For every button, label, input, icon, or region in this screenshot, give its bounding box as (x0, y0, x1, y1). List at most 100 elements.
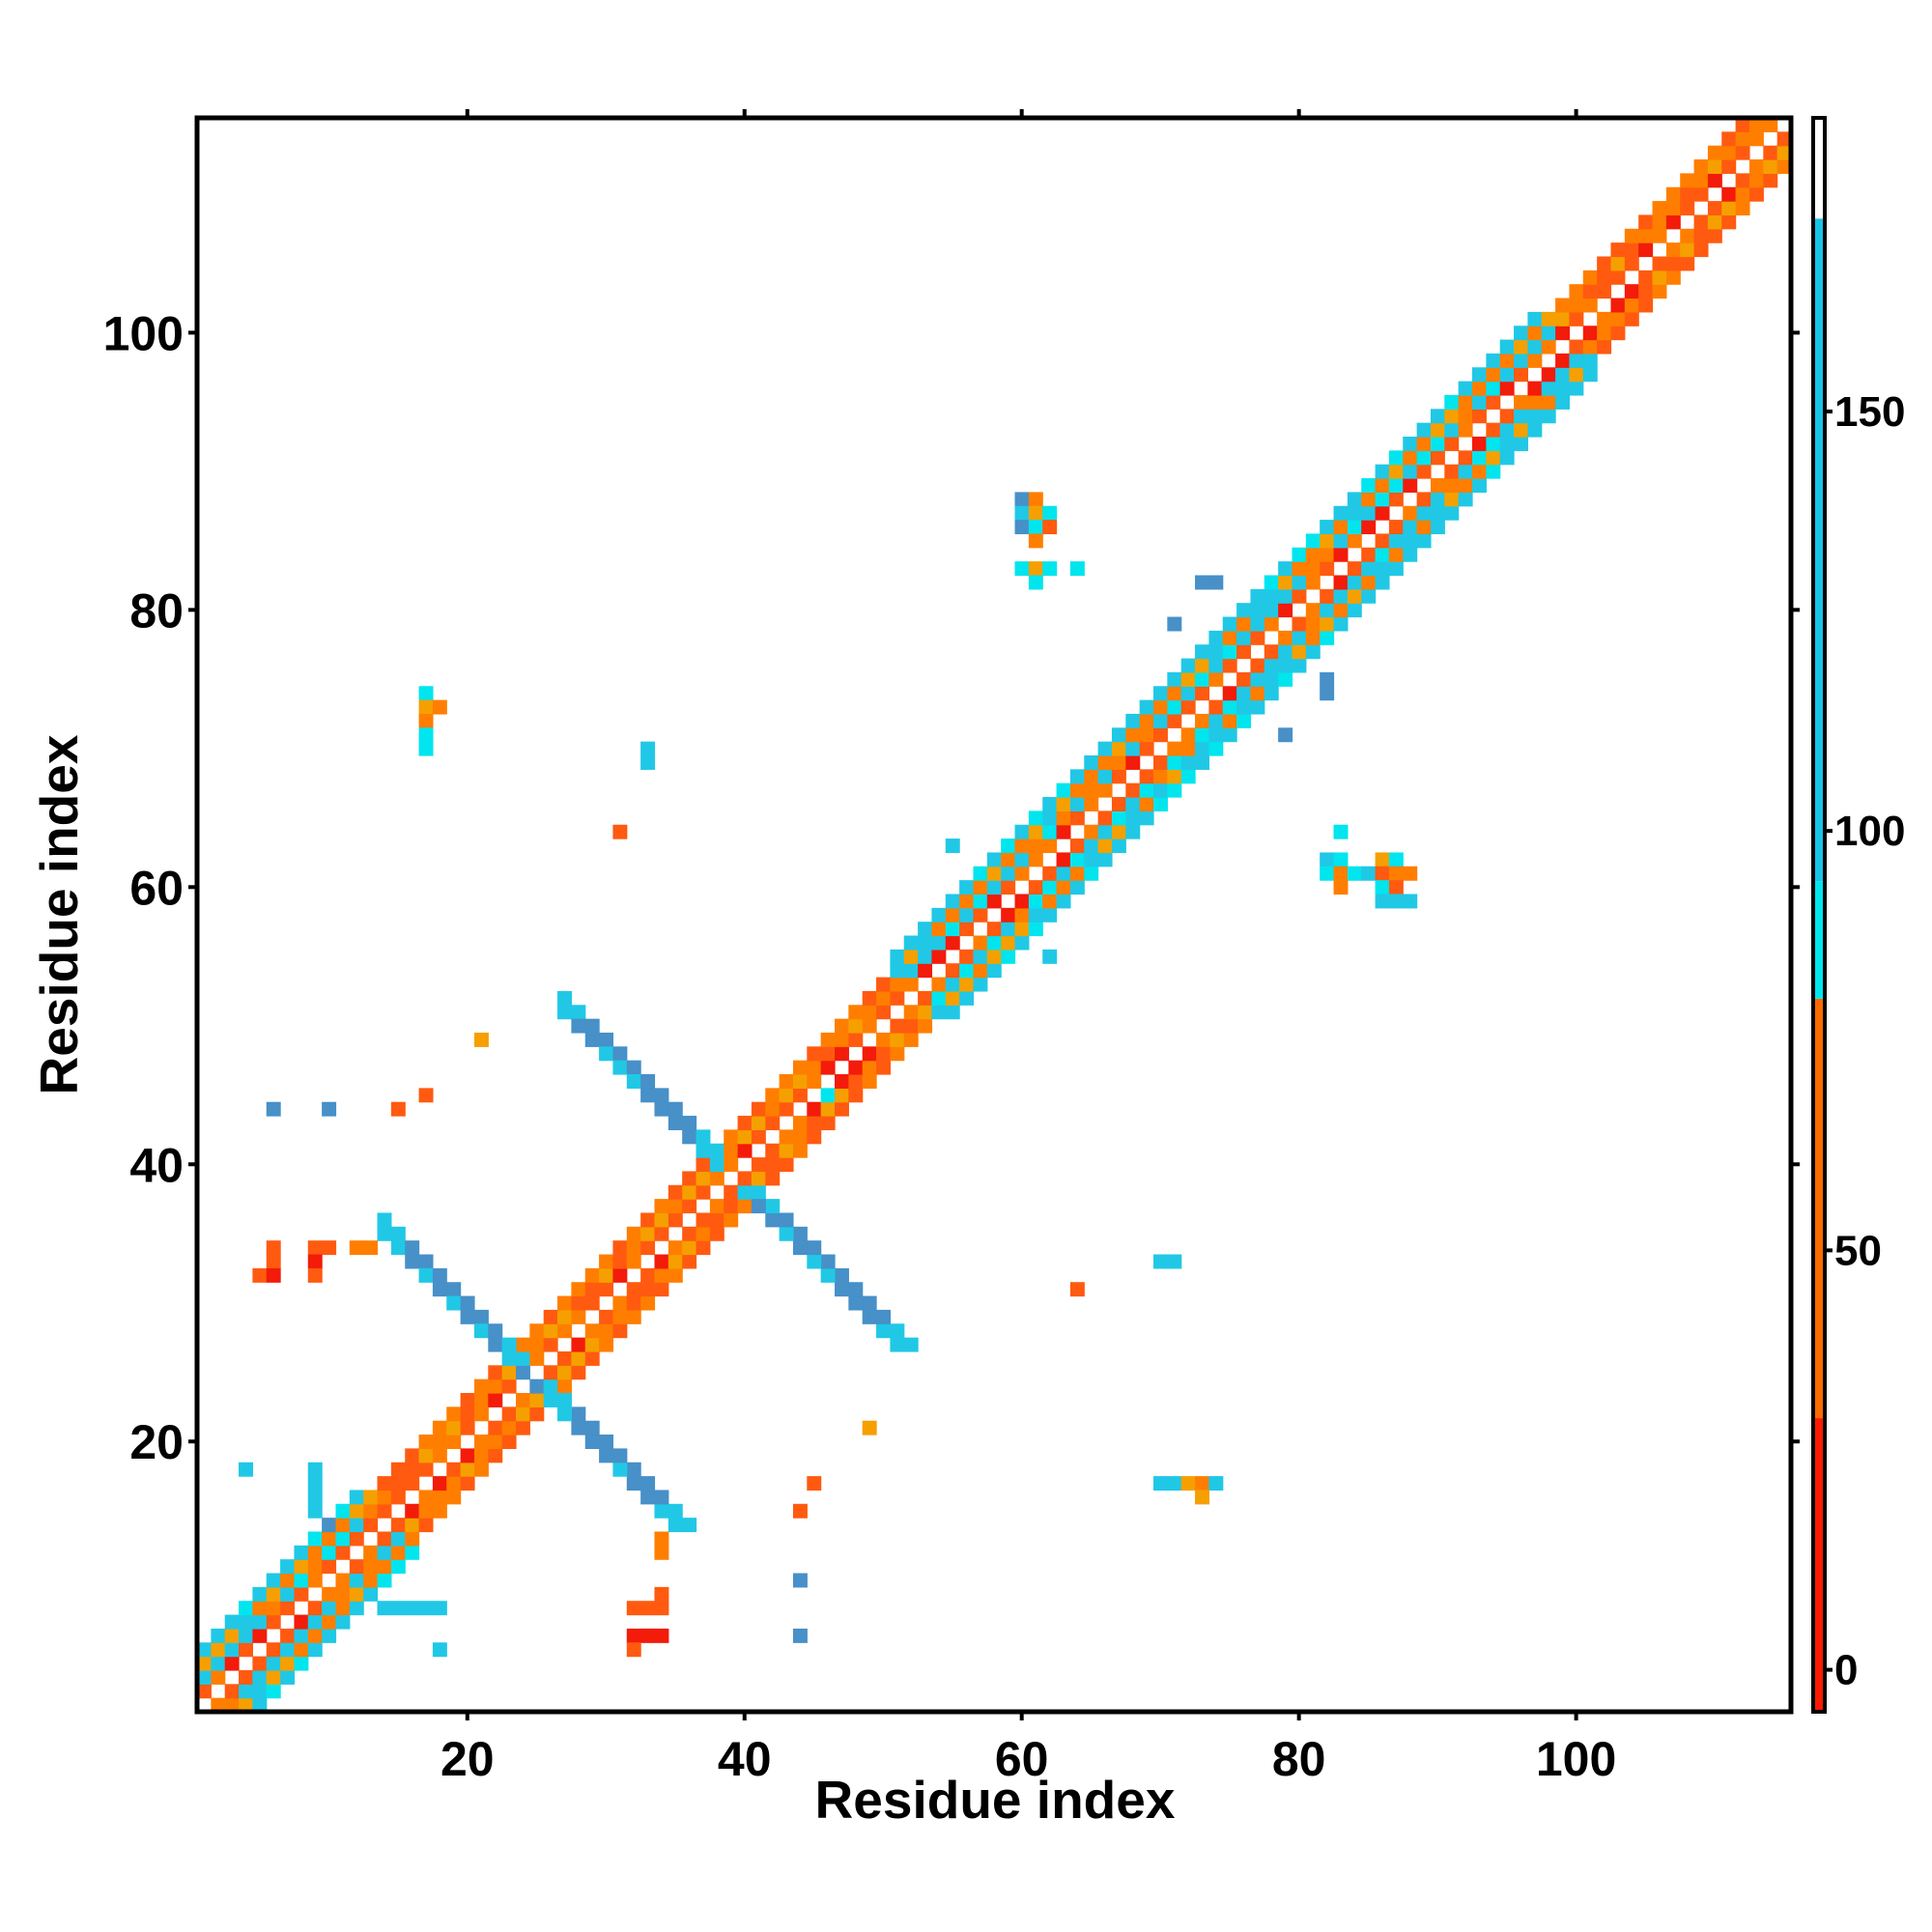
heatmap-cell (1139, 713, 1154, 728)
heatmap-cell (1514, 353, 1528, 368)
heatmap-cell (432, 1267, 447, 1283)
heatmap-cell (1430, 520, 1445, 535)
heatmap-cell (1084, 852, 1099, 867)
heatmap-cell (1444, 437, 1460, 451)
heatmap-cell (335, 1518, 351, 1533)
heatmap-cell (557, 1406, 572, 1422)
heatmap-cell (709, 1157, 724, 1173)
heatmap-cell (1763, 118, 1778, 132)
heatmap-cell (696, 1226, 711, 1241)
heatmap-cell (1180, 699, 1196, 715)
heatmap-cell (751, 1101, 766, 1117)
heatmap-cell (488, 1448, 503, 1463)
heatmap-cell (1278, 644, 1293, 660)
heatmap-cell (529, 1350, 545, 1366)
heatmap-cell (1028, 561, 1043, 577)
heatmap-cell (307, 1531, 323, 1547)
heatmap-cell (918, 949, 933, 964)
heatmap-cell (377, 1531, 392, 1547)
heatmap-cell (1222, 686, 1237, 701)
heatmap-cell (418, 727, 434, 743)
heatmap-cell (1014, 935, 1030, 951)
heatmap-cell (1222, 658, 1237, 673)
heatmap-cell (529, 1323, 545, 1339)
heatmap-cell (501, 1435, 517, 1449)
heatmap-cell (696, 1143, 711, 1158)
heatmap-cell (446, 1420, 462, 1435)
heatmap-cell (1361, 866, 1377, 881)
heatmap-cell (501, 1350, 517, 1366)
heatmap-cell (432, 1435, 447, 1449)
heatmap-cell (1278, 575, 1293, 590)
heatmap-cell (779, 1129, 794, 1145)
heatmap-cell (1486, 450, 1501, 466)
heatmap-cell (1665, 256, 1681, 271)
heatmap-cell (1180, 1476, 1196, 1492)
heatmap-cell (724, 1157, 739, 1173)
heatmap-cell (294, 1614, 309, 1630)
heatmap-cell (807, 1240, 822, 1256)
heatmap-cell (903, 1005, 919, 1020)
heatmap-cell (335, 1601, 351, 1616)
heatmap-cell (363, 1490, 379, 1505)
heatmap-cell (903, 1018, 919, 1034)
heatmap-cell (1514, 422, 1528, 438)
heatmap-cell (322, 1101, 337, 1117)
heatmap-cell (543, 1393, 558, 1407)
heatmap-cell (612, 1240, 628, 1256)
heatmap-cell (1624, 228, 1639, 243)
heatmap-cell (737, 1116, 753, 1130)
heatmap-cell (1375, 533, 1390, 549)
heatmap-cell (1541, 311, 1556, 327)
heatmap-cell (349, 1559, 364, 1575)
heatmap-cell (640, 1212, 656, 1228)
colorbar (1813, 118, 1825, 1712)
heatmap-cell (1388, 533, 1404, 549)
heatmap-cell (765, 1116, 781, 1130)
heatmap-cell (1458, 381, 1473, 396)
heatmap-cell (682, 1240, 697, 1256)
heatmap-cell (211, 1628, 226, 1643)
heatmap-cell (349, 1503, 364, 1519)
heatmap-cell (1403, 520, 1418, 535)
heatmap-cell (876, 990, 891, 1006)
heatmap-cell (1735, 131, 1750, 147)
heatmap-cell (516, 1337, 530, 1352)
heatmap-cell (1042, 505, 1058, 521)
heatmap-cell (682, 1129, 697, 1145)
x-tick-label: 40 (718, 1732, 772, 1786)
heatmap-cell (1250, 630, 1265, 645)
heatmap-cell (835, 1267, 849, 1283)
heatmap-cell (1541, 409, 1556, 424)
heatmap-cell (1721, 131, 1737, 147)
heatmap-cell (682, 1254, 697, 1269)
heatmap-cell (1514, 437, 1528, 451)
heatmap-cell (543, 1378, 558, 1394)
heatmap-cell (1569, 311, 1584, 327)
heatmap-cell (682, 1184, 697, 1200)
heatmap-cell (918, 1018, 933, 1034)
heatmap-cell (1125, 824, 1141, 839)
heatmap-cell (307, 1503, 323, 1519)
heatmap-cell (390, 1240, 406, 1256)
heatmap-cell (390, 1559, 406, 1575)
heatmap-cell (1624, 256, 1639, 271)
heatmap-cell (1180, 741, 1196, 756)
heatmap-cell (543, 1365, 558, 1380)
heatmap-cell (266, 1254, 281, 1269)
heatmap-cell (599, 1254, 614, 1269)
heatmap-cell (1097, 824, 1113, 839)
heatmap-cell (1069, 797, 1085, 811)
heatmap-cell (294, 1559, 309, 1575)
heatmap-cell (1236, 686, 1252, 701)
heatmap-cell (1333, 852, 1349, 867)
heatmap-cell (211, 1697, 226, 1713)
heatmap-cell (473, 1032, 489, 1047)
heatmap-cell (973, 949, 988, 964)
heatmap-cell (986, 949, 1002, 964)
heatmap-cell (1458, 478, 1473, 493)
heatmap-cell (197, 1642, 212, 1658)
heatmap-cell (432, 1420, 447, 1435)
heatmap-cell (1320, 533, 1335, 549)
heatmap-cell (626, 1254, 641, 1269)
